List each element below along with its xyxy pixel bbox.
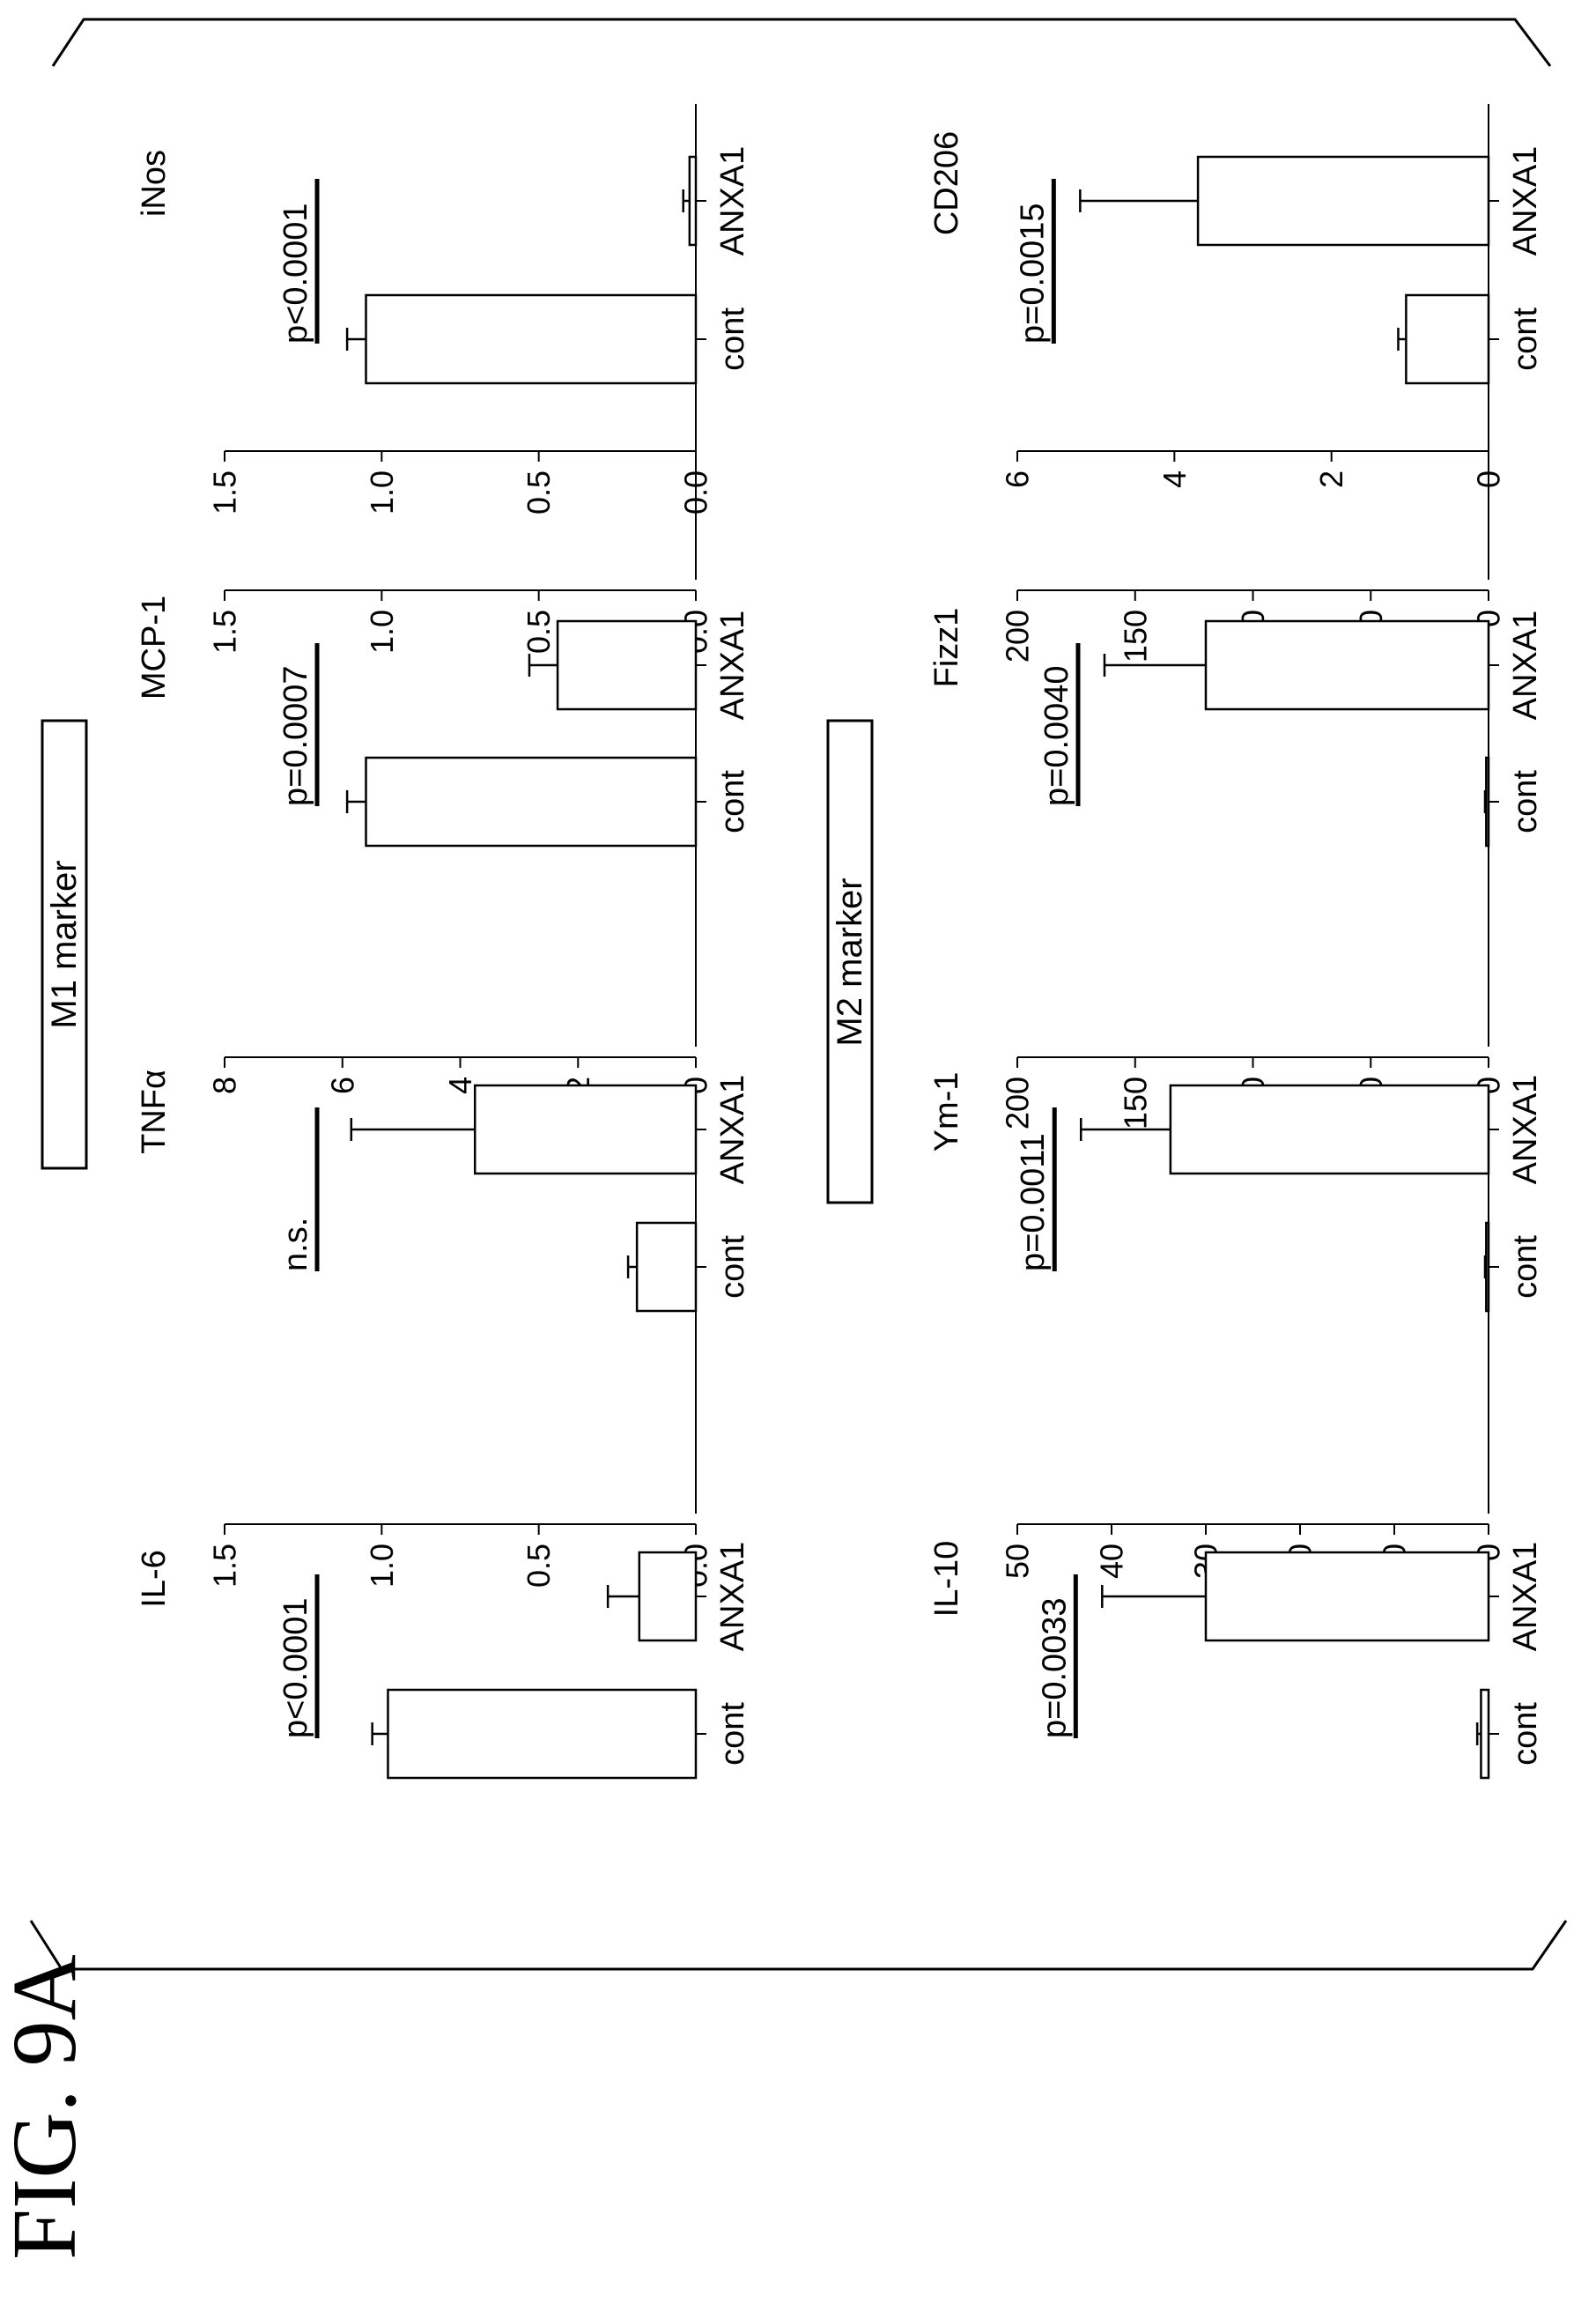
chart-title: IL-10 [928, 1541, 965, 1618]
value-tick-label: 4 [442, 1077, 478, 1094]
category-label: ANXA1 [1507, 1542, 1544, 1652]
value-tick-label: 4 [1156, 470, 1193, 488]
bar-anxa1 [1169, 1084, 1490, 1175]
chart-title: IL-6 [136, 1550, 173, 1607]
value-tick-label: 0.5 [521, 1544, 557, 1588]
value-tick-label: 200 [1000, 610, 1036, 663]
chart-title: Fizz1 [928, 608, 965, 688]
value-tick-label: 150 [1117, 1077, 1153, 1129]
value-tick-label: 0.0 [678, 470, 714, 515]
figure-label: FIG. 9A [0, 1954, 95, 2260]
significance-label: p<0.0001 [277, 203, 314, 344]
significance-label: p=0.0015 [1014, 203, 1051, 344]
bar-cont [635, 1221, 698, 1313]
value-tick-label: 6 [1000, 470, 1036, 488]
chart-title: iNos [136, 150, 173, 217]
chart-title: Ym-1 [928, 1072, 965, 1152]
significance-label: p=0.0011 [1015, 1133, 1052, 1271]
category-label: ANXA1 [714, 1542, 751, 1652]
value-tick-label: 1.0 [364, 1544, 400, 1588]
chart-mcp1: 0.0 0.5 1.0 1.5 cont ANXA1 MCP-1 p=0.0007 [136, 157, 751, 848]
value-tick-label: 1.5 [207, 610, 243, 654]
value-tick-label: 50 [1000, 1544, 1036, 1579]
chart-ym1: 050100150200contANXA1Ym-1p=0.0011 [928, 621, 1544, 1313]
value-tick-label: 200 [1000, 1077, 1036, 1129]
m1-marker-box: M1 marker [41, 719, 88, 1170]
top-bracket [51, 18, 1552, 67]
category-label: ANXA1 [714, 1075, 751, 1185]
chart-title: TNFα [136, 1070, 173, 1154]
bar-cont [1480, 1688, 1490, 1780]
category-label: cont [1507, 770, 1544, 833]
panels: 0.0 0.5 1.0 1.5 cont ANXA1 IL-6 p<0.0001 0 2 4 6 8 co… [136, 104, 1544, 1780]
chart-title: MCP-1 [136, 596, 173, 700]
chart-tnfa: 02468contANXA1TNFαn.s. [136, 621, 751, 1313]
m1-marker-label: M1 marker [45, 860, 84, 1028]
bar-cont [387, 1688, 698, 1780]
bar-cont [365, 756, 698, 848]
value-tick-label: 0 [1471, 470, 1507, 488]
bar-cont [1485, 756, 1490, 848]
bar-cont [1485, 1221, 1490, 1313]
bar-anxa1 [1204, 1551, 1490, 1642]
bar-anxa1 [473, 1084, 698, 1175]
chart-cd206: 0 2 4 6 cont ANXA1 CD206 p=0.0015 [928, 104, 1544, 488]
chart-inos: 0.0 0.5 1.0 1.5 cont ANXA1 iNos p<0.0001 [136, 104, 751, 515]
category-label: ANXA1 [1507, 1075, 1544, 1185]
bar-anxa1 [1204, 619, 1490, 711]
category-label: ANXA1 [1507, 611, 1544, 721]
value-tick-label: 0.5 [521, 470, 557, 515]
category-label: cont [714, 1702, 751, 1766]
category-label: ANXA1 [714, 611, 751, 721]
bar-anxa1 [1196, 155, 1490, 247]
value-tick-label: 1.0 [364, 470, 400, 515]
value-tick-label: 1.0 [364, 610, 400, 654]
value-tick-label: 6 [324, 1077, 360, 1094]
value-tick-label: 150 [1117, 610, 1153, 663]
significance-label: p<0.0001 [277, 1597, 314, 1738]
value-tick-label: 0.5 [521, 610, 557, 654]
significance-label: n.s. [277, 1218, 314, 1271]
m2-marker-label: M2 marker [831, 878, 869, 1046]
category-label: cont [1507, 1702, 1544, 1766]
value-tick-label: 2 [1313, 470, 1349, 488]
category-label: cont [714, 1235, 751, 1299]
bar-anxa1 [638, 1551, 698, 1642]
value-tick-label: 1.5 [207, 1544, 243, 1588]
value-tick-label: 40 [1094, 1544, 1130, 1579]
bar-cont [365, 293, 698, 385]
category-label: cont [1507, 307, 1544, 371]
category-label: cont [1507, 1235, 1544, 1299]
chart-il10: 01020304050contANXA1IL-10p=0.0033 [928, 1088, 1544, 1780]
chart-fizz1: 050100150200contANXA1Fizz1p=0.0040 [928, 157, 1544, 848]
bar-cont [1405, 293, 1490, 385]
category-label: ANXA1 [1507, 146, 1544, 256]
m2-marker-box: M2 marker [826, 719, 874, 1204]
category-label: ANXA1 [714, 146, 751, 256]
significance-label: p=0.0040 [1038, 665, 1075, 806]
bar-anxa1 [556, 619, 698, 711]
value-tick-label: 8 [207, 1077, 243, 1094]
category-label: cont [714, 770, 751, 833]
bottom-bracket [29, 1920, 1568, 1971]
bar-anxa1 [688, 155, 698, 247]
chart-title: CD206 [928, 131, 965, 235]
significance-label: p=0.0033 [1036, 1597, 1073, 1738]
significance-label: p=0.0007 [277, 665, 314, 806]
category-label: cont [714, 307, 751, 371]
value-tick-label: 1.5 [207, 470, 243, 515]
